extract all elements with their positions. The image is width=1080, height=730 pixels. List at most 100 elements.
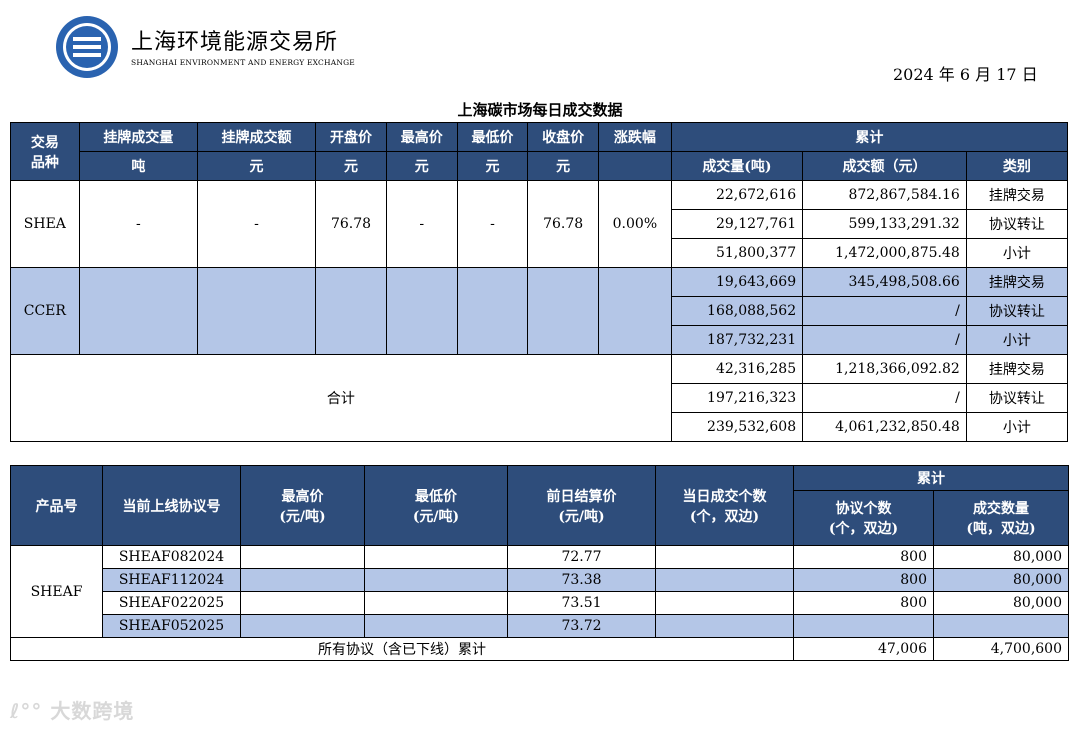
col-high-unit: (元/吨) [279,508,326,525]
agree-count: 800 [793,591,934,615]
cum-amount: 872,867,584.16 [802,180,967,210]
daily-count [655,591,794,615]
category: 挂牌交易 [965,267,1069,297]
cum-volume: 51,800,377 [670,238,804,268]
col-high-title: 最高价 [281,488,324,505]
cum-volume: 239,532,608 [670,412,804,442]
watermark: ℓ°° 大数跨境 [10,695,134,724]
trade-volume: 80,000 [933,591,1069,615]
footer-agree-count: 47,006 [793,637,934,661]
agree-count: 800 [793,545,934,569]
trade-volume: 80,000 [933,568,1069,592]
col-cumulative-header: 累计 [793,465,1069,491]
ccer-open [315,267,387,355]
cum-amount: 599,133,291.32 [802,209,967,239]
cum-volume: 42,316,285 [670,354,804,384]
org-name-en: SHANGHAI ENVIRONMENT AND ENERGY EXCHANGE [131,58,355,67]
col-daily-count-header: 当日成交个数 (个，双边) [655,465,794,546]
trade-volume: 80,000 [933,545,1069,569]
col-cum-amount-header: 成交额（元） [802,151,967,181]
high-price [240,545,365,569]
ccer-low [456,267,529,355]
col-low-header: 最低价 (元/吨) [364,465,508,546]
col-settle-title: 前日结算价 [546,488,617,505]
agree-count [793,614,934,638]
table-row-ccer: CCER 19,643,669 345,498,508.66 挂牌交易 [10,267,1069,355]
col-change-header: 涨跌幅 [598,122,672,152]
ccer-change [598,267,672,355]
low-price [364,591,508,615]
unit-open: 元 [315,151,387,181]
category: 小计 [965,238,1069,268]
col-agree-count-header: 协议个数 (个，双边) [793,490,934,546]
futures-table: 产品号 当前上线协议号 最高价 (元/吨) 最低价 (元/吨) 前日结算价 (元… [10,465,1069,661]
col-cum-volume-header: 成交量(吨) [670,151,804,181]
table-row-shea: 29,127,761 599,133,291.32 协议转让 [11,209,1069,239]
contract-id: SHEAF082024 [102,545,241,569]
shea-change: 0.00% [598,180,672,268]
table-row-footer: 所有协议（含已下线）累计 47,006 4,700,600 [10,637,1069,661]
col-daily-count-title: 当日成交个数 [682,488,767,505]
col-listed-amount-header: 挂牌成交额 [196,122,317,152]
high-price [240,591,365,615]
carbon-market-table: 交易 品种 挂牌成交量 挂牌成交额 开盘价 最高价 最低价 收盘价 涨跌幅 累计… [10,122,1069,442]
instrument-shea: SHEA [10,180,80,268]
unit-low: 元 [456,151,529,181]
col-instrument-header: 交易 品种 [10,122,80,181]
col-instrument-header-line1: 交易 [30,134,59,151]
total-label: 合计 [10,354,672,442]
category: 协议转让 [965,209,1069,239]
settle-price: 73.51 [507,591,656,615]
product-sheaf: SHEAF [10,545,103,638]
col-product-header: 产品号 [10,465,103,546]
cum-amount: / [802,296,967,326]
unit-close: 元 [527,151,600,181]
ccer-listed-amount [196,267,317,355]
high-price [240,614,365,638]
col-open-header: 开盘价 [315,122,387,152]
table-row-shea: 51,800,377 1,472,000,875.48 小计 [11,238,1069,268]
cum-amount: 345,498,508.66 [802,267,967,297]
category: 小计 [965,325,1069,355]
unit-high: 元 [385,151,458,181]
category: 协议转让 [965,383,1069,413]
footer-label: 所有协议（含已下线）累计 [10,637,794,661]
cum-amount: 1,472,000,875.48 [802,238,967,268]
cum-volume: 19,643,669 [670,267,804,297]
col-daily-count-unit: (个，双边) [689,508,760,525]
contract-id: SHEAF052025 [102,614,241,638]
cum-volume: 168,088,562 [670,296,804,326]
cum-amount: / [802,325,967,355]
daily-count [655,545,794,569]
high-price [240,568,365,592]
table-row-total: 合计 42,316,285 1,218,366,092.82 挂牌交易 [10,354,1069,442]
table-row-total: 239,532,608 4,061,232,850.48 小计 [11,412,1069,442]
cum-volume: 22,672,616 [670,180,804,210]
watermark-text: 大数跨境 [50,699,135,723]
table-row-shea: SHEA - - 76.78 - - 76.78 0.00% 22,672,61… [10,180,1069,268]
col-settle-unit: (元/吨) [558,508,605,525]
report-title: 上海碳市场每日成交数据 [457,101,623,119]
col-settle-header: 前日结算价 (元/吨) [507,465,656,546]
daily-count [655,614,794,638]
category: 挂牌交易 [965,180,1069,210]
unit-listed-volume: 吨 [78,151,198,181]
agree-count: 800 [793,568,934,592]
unit-change [598,151,672,181]
category: 协议转让 [965,296,1069,326]
col-volume-header: 成交数量 (吨，双边) [933,490,1069,546]
col-close-header: 收盘价 [527,122,600,152]
col-cumulative-header: 累计 [670,122,1069,152]
instrument-ccer: CCER [10,267,80,355]
page-header: 上海环境能源交易所 SHANGHAI ENVIRONMENT AND ENERG… [0,0,1080,95]
cum-volume: 197,216,323 [670,383,804,413]
shea-open: 76.78 [315,180,387,268]
unit-listed-amount: 元 [196,151,317,181]
col-high-header: 最高价 [385,122,458,152]
col-listed-volume-header: 挂牌成交量 [78,122,198,152]
daily-count [655,568,794,592]
org-name-cn: 上海环境能源交易所 [131,30,339,55]
low-price [364,568,508,592]
shea-close: 76.78 [527,180,600,268]
low-price [364,614,508,638]
